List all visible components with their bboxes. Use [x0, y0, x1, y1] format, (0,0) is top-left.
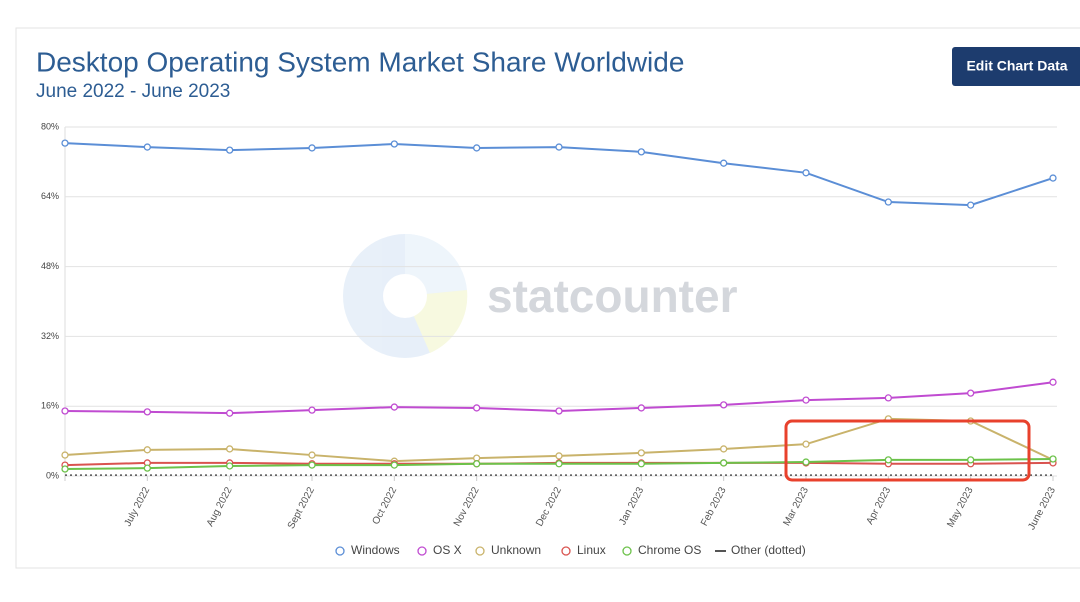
point — [61, 451, 69, 459]
card — [15, 27, 1080, 569]
highlight-box — [784, 419, 1031, 482]
point — [967, 456, 975, 464]
point — [61, 407, 69, 415]
point — [1049, 174, 1057, 182]
chart-title: Desktop Operating System Market Share Wo… — [36, 46, 684, 77]
point — [308, 406, 316, 414]
y-tick-label: 16% — [41, 401, 59, 411]
point — [967, 389, 975, 397]
point — [143, 464, 151, 472]
point — [1049, 455, 1057, 463]
point — [884, 394, 892, 402]
point — [308, 144, 316, 152]
point — [1049, 378, 1057, 386]
legend-marker — [475, 546, 485, 556]
point — [473, 404, 481, 412]
point — [802, 396, 810, 404]
point — [226, 409, 234, 417]
y-tick-label: 64% — [41, 191, 59, 201]
point — [226, 445, 234, 453]
point — [473, 144, 481, 152]
edit-button-label[interactable]: Edit Chart Data — [966, 58, 1067, 74]
point — [226, 146, 234, 154]
legend-label: OS X — [433, 543, 462, 557]
point — [308, 461, 316, 469]
point — [390, 140, 398, 148]
y-tick-label: 48% — [41, 261, 59, 271]
point — [802, 169, 810, 177]
point — [308, 451, 316, 459]
point — [61, 465, 69, 473]
chart-subtitle: June 2022 - June 2023 — [36, 81, 230, 102]
legend-marker — [622, 546, 632, 556]
y-tick-label: 32% — [41, 331, 59, 341]
legend-marker — [561, 546, 571, 556]
legend-marker — [335, 546, 345, 556]
point — [720, 445, 728, 453]
point — [390, 461, 398, 469]
point — [720, 401, 728, 409]
point — [555, 143, 563, 151]
point — [143, 446, 151, 454]
watermark-text: statcounter — [487, 270, 738, 322]
point — [473, 460, 481, 468]
point — [637, 404, 645, 412]
point — [967, 201, 975, 209]
point — [555, 407, 563, 415]
legend-label: Windows — [351, 543, 400, 557]
point — [802, 440, 810, 448]
y-tick-label: 0% — [46, 470, 59, 480]
point — [555, 460, 563, 468]
point — [637, 148, 645, 156]
legend-label: Unknown — [491, 543, 541, 557]
point — [390, 403, 398, 411]
point — [61, 139, 69, 147]
legend-label: Linux — [577, 543, 606, 557]
point — [143, 408, 151, 416]
y-tick-label: 80% — [41, 121, 59, 131]
point — [720, 459, 728, 467]
point — [720, 159, 728, 167]
edit-button[interactable] — [952, 47, 1080, 86]
point — [555, 452, 563, 460]
legend-label: Other (dotted) — [731, 543, 806, 557]
point — [802, 458, 810, 466]
point — [637, 460, 645, 468]
point — [884, 456, 892, 464]
point — [637, 449, 645, 457]
point — [143, 143, 151, 151]
legend-label: Chrome OS — [638, 543, 701, 557]
legend-marker — [417, 546, 427, 556]
watermark-logo — [343, 233, 468, 358]
point — [226, 462, 234, 470]
point — [884, 198, 892, 206]
